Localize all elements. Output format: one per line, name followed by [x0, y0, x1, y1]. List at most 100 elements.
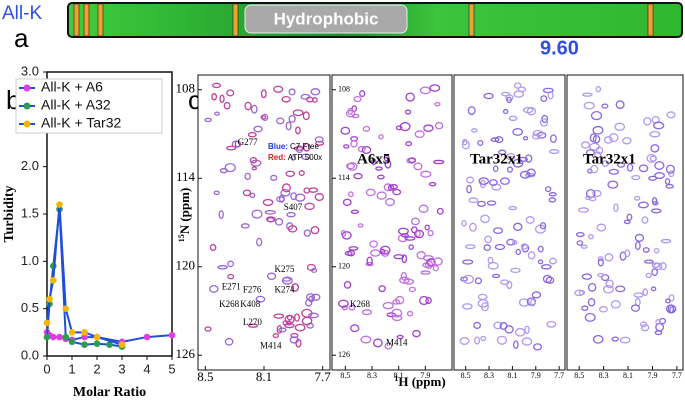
peak [532, 129, 544, 137]
peak [434, 101, 441, 107]
peak [293, 146, 305, 151]
peak [508, 205, 518, 211]
peak [480, 214, 490, 224]
peak [261, 113, 269, 122]
peak [474, 277, 482, 285]
peak [264, 210, 276, 215]
peak [585, 149, 596, 156]
peak [514, 327, 526, 337]
peak [253, 125, 263, 133]
peak [605, 279, 614, 289]
peak [273, 85, 284, 93]
peak [353, 95, 362, 103]
peak [292, 109, 304, 117]
peak [665, 183, 674, 189]
peak [651, 196, 658, 206]
x-tick-label: 7.7 [672, 371, 682, 380]
peak [602, 285, 614, 294]
peak [644, 259, 654, 264]
y-tick-label: 0.5 [21, 300, 39, 315]
x-tick-label: 8.5 [340, 371, 350, 380]
peak [224, 162, 236, 173]
y-tick-label: 114 [176, 169, 196, 184]
peak-annotation: L270 [243, 317, 262, 327]
peak [653, 248, 660, 254]
peak [249, 192, 256, 199]
peak [295, 126, 301, 135]
peak [249, 156, 258, 164]
legend-text: C7 Free [290, 142, 319, 151]
peak [289, 336, 300, 344]
peak [278, 327, 287, 333]
peak [654, 161, 665, 170]
peak [378, 134, 384, 140]
peak [281, 95, 291, 103]
data-point [81, 329, 88, 336]
peak [408, 286, 416, 293]
peak [597, 256, 604, 262]
peak-annotation: E271 [222, 281, 241, 291]
peak [654, 172, 665, 180]
peak [209, 284, 219, 293]
peak [592, 189, 602, 198]
peak [288, 88, 296, 96]
peak [651, 268, 658, 276]
peak [395, 125, 403, 131]
peak [483, 244, 491, 252]
x-tick-label: 8.5 [197, 369, 213, 384]
peak [399, 121, 411, 132]
x-tick-label: 7.7 [315, 369, 332, 384]
label: N (ppm) [177, 188, 192, 235]
peak [531, 133, 541, 140]
peak [544, 186, 552, 193]
y-tick-label: 0.0 [21, 347, 39, 362]
peak [408, 157, 417, 164]
peak [305, 298, 313, 307]
peak [522, 135, 529, 141]
y-axis-title: 15N (ppm) [177, 188, 192, 243]
peak [610, 300, 621, 309]
peak [284, 322, 295, 329]
peak [504, 325, 514, 334]
peak [312, 97, 318, 103]
peak [285, 170, 296, 177]
sup: 15 [177, 234, 186, 242]
peak [360, 335, 372, 344]
data-point [81, 333, 88, 341]
peak-annotation: F276 [243, 284, 262, 294]
peak [592, 134, 601, 144]
peak [655, 319, 662, 326]
peak [372, 338, 383, 348]
peak [601, 160, 609, 167]
peak [290, 333, 299, 339]
peak [515, 248, 521, 256]
peak [345, 109, 356, 118]
stripes [73, 3, 654, 37]
peak [383, 154, 390, 162]
peak [340, 229, 347, 237]
peak [584, 312, 596, 322]
peak [599, 306, 608, 313]
peak [429, 84, 441, 92]
peak [294, 323, 306, 332]
peak [607, 180, 619, 189]
data-point [56, 201, 63, 208]
data-point [62, 305, 70, 312]
peak [461, 140, 470, 150]
peak [596, 223, 607, 232]
peak [604, 253, 614, 262]
peak [419, 295, 429, 306]
spectrum-title: A6x5 [357, 151, 390, 167]
peak [401, 233, 409, 238]
label: H (ppm) [398, 374, 445, 389]
peak [408, 244, 414, 251]
peak [426, 258, 436, 267]
peak [420, 270, 431, 275]
peak [500, 279, 510, 286]
peak [641, 216, 649, 224]
x-tick-label: 7.9 [531, 371, 541, 380]
peak [520, 243, 529, 250]
peak [517, 86, 527, 93]
peak [659, 262, 667, 271]
